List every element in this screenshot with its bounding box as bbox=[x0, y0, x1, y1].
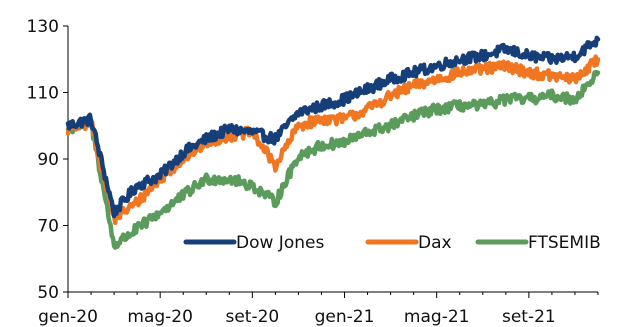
legend-label: Dow Jones bbox=[236, 233, 324, 253]
y-ticks: 50 70 90 110 130 bbox=[27, 17, 68, 303]
y-tick-label: 90 bbox=[37, 150, 59, 170]
series-line-dow-jones bbox=[65, 35, 601, 219]
y-tick-label: 50 bbox=[37, 283, 59, 303]
x-tick-label: mag-21 bbox=[404, 307, 470, 327]
y-tick-label: 130 bbox=[27, 17, 59, 37]
x-tick-label: set-21 bbox=[502, 307, 556, 327]
series-line-ftsemib bbox=[65, 69, 601, 250]
x-tick-label: mag-20 bbox=[127, 307, 193, 327]
y-tick-label: 110 bbox=[27, 84, 59, 104]
series-lines bbox=[65, 35, 601, 250]
legend-label: Dax bbox=[418, 233, 452, 253]
y-tick-label: 70 bbox=[37, 217, 59, 237]
legend: Dow Jones Dax FTSEMIB bbox=[183, 233, 601, 253]
x-tick-label: gen-21 bbox=[315, 307, 375, 327]
x-tick-label: set-20 bbox=[225, 307, 279, 327]
x-ticks: gen-20 mag-20 set-20 gen-21 mag-21 set-21 bbox=[38, 292, 599, 327]
legend-label: FTSEMIB bbox=[528, 233, 601, 253]
x-tick-label: gen-20 bbox=[38, 307, 98, 327]
series-line-dax bbox=[65, 54, 601, 226]
